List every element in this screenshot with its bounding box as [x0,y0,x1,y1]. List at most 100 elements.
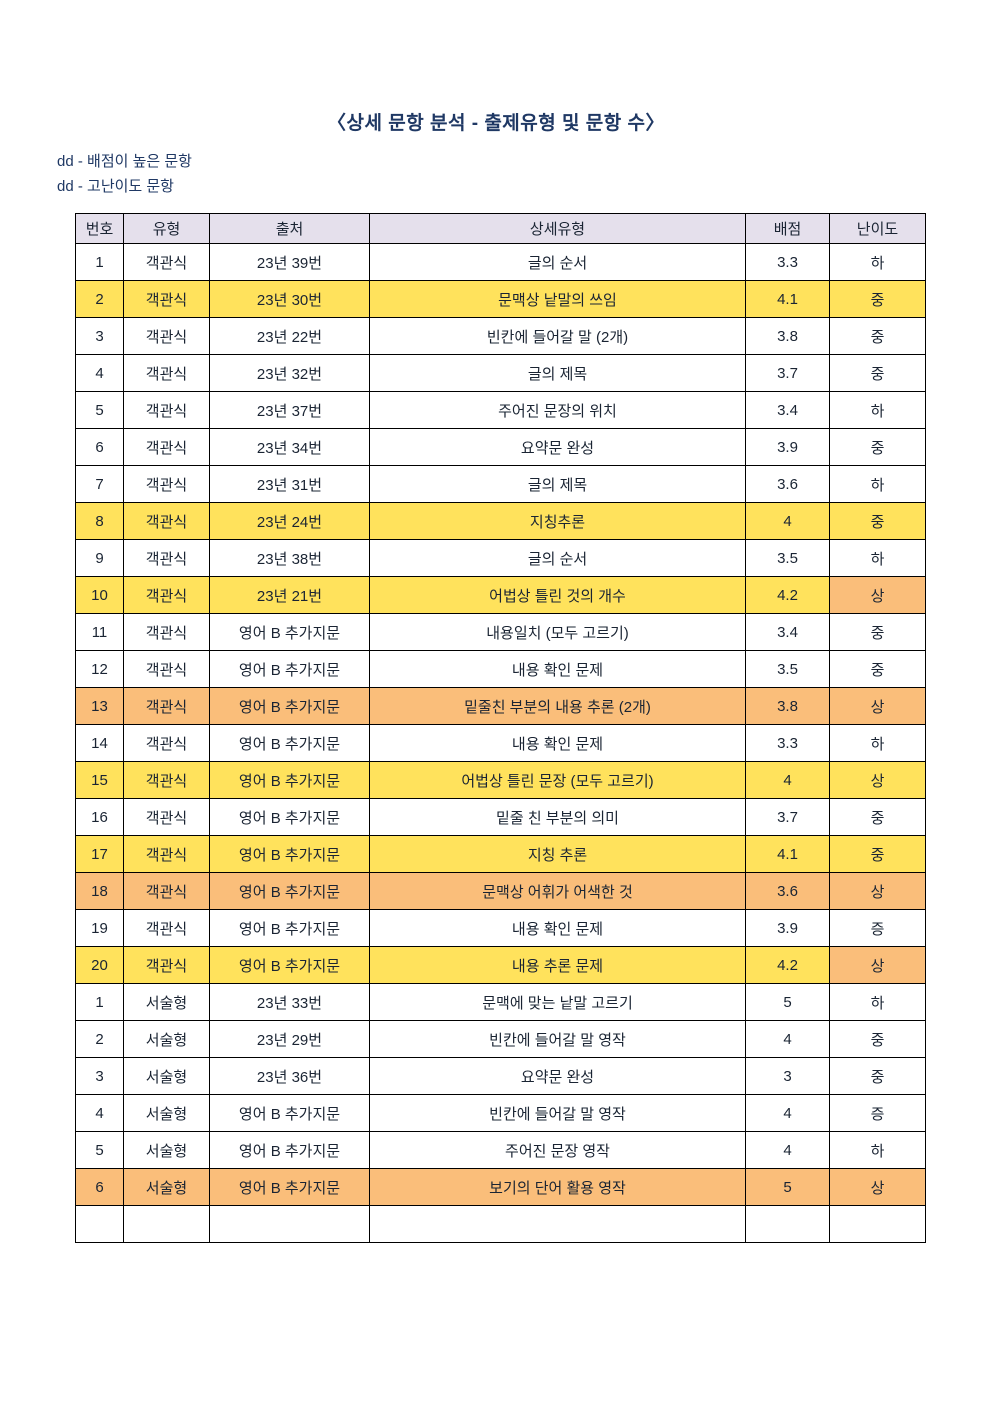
column-header-no: 번호 [75,213,124,244]
cell-source: 영어 B 추가지문 [209,798,370,836]
cell-type: 객관식 [123,465,210,503]
table-row: 15 객관식 영어 B 추가지문 어법상 틀린 문장 (모두 고르기) 4 상 [75,761,926,799]
cell-detail: 문맥상 어휘가 어색한 것 [369,872,746,910]
cell-no [75,1205,124,1243]
cell-points: 4.2 [745,576,830,614]
cell-points: 4 [745,1094,830,1132]
cell-difficulty: 증 [829,909,926,947]
column-header-type: 유형 [123,213,210,244]
cell-detail: 문맥에 맞는 낱말 고르기 [369,983,746,1021]
table-row: 6 객관식 23년 34번 요약문 완성 3.9 중 [75,428,926,466]
cell-detail: 빈칸에 들어갈 말 영작 [369,1094,746,1132]
cell-source: 23년 39번 [209,243,370,281]
cell-no: 5 [75,1131,124,1169]
cell-points [745,1205,830,1243]
cell-detail: 주어진 문장 영작 [369,1131,746,1169]
cell-points: 4 [745,761,830,799]
cell-detail: 글의 제목 [369,465,746,503]
cell-points: 3.7 [745,798,830,836]
cell-source: 23년 21번 [209,576,370,614]
cell-type: 객관식 [123,243,210,281]
cell-no: 4 [75,354,124,392]
cell-difficulty: 하 [829,243,926,281]
table-row: 12 객관식 영어 B 추가지문 내용 확인 문제 3.5 중 [75,650,926,688]
cell-source: 영어 B 추가지문 [209,1131,370,1169]
table-row: 8 객관식 23년 24번 지칭추론 4 중 [75,502,926,540]
cell-detail: 밑줄친 부분의 내용 추론 (2개) [369,687,746,725]
table-row: 4 서술형 영어 B 추가지문 빈칸에 들어갈 말 영작 4 증 [75,1094,926,1132]
cell-detail: 주어진 문장의 위치 [369,391,746,429]
table-row [75,1205,926,1243]
cell-points: 4.1 [745,280,830,318]
legend-high-points: dd - 배점이 높은 문항 [57,153,192,170]
cell-source: 23년 32번 [209,354,370,392]
cell-source: 영어 B 추가지문 [209,650,370,688]
cell-difficulty: 증 [829,1094,926,1132]
cell-difficulty: 하 [829,539,926,577]
cell-no: 3 [75,1057,124,1095]
table-row: 10 객관식 23년 21번 어법상 틀린 것의 개수 4.2 상 [75,576,926,614]
cell-difficulty: 중 [829,354,926,392]
cell-no: 1 [75,243,124,281]
cell-no: 20 [75,946,124,984]
cell-difficulty [829,1205,926,1243]
cell-difficulty: 하 [829,1131,926,1169]
cell-type: 서술형 [123,1020,210,1058]
column-header-difficulty: 난이도 [829,213,926,244]
table-row: 13 객관식 영어 B 추가지문 밑줄친 부분의 내용 추론 (2개) 3.8 상 [75,687,926,725]
cell-no: 1 [75,983,124,1021]
cell-points: 4 [745,502,830,540]
legend-high-difficulty: dd - 고난이도 문항 [57,178,174,195]
table-row: 17 객관식 영어 B 추가지문 지칭 추론 4.1 중 [75,835,926,873]
page-title: 〈상세 문항 분석 - 출제유형 및 문항 수〉 [327,113,665,134]
cell-points: 3.8 [745,687,830,725]
cell-detail: 내용 확인 문제 [369,909,746,947]
cell-type [123,1205,210,1243]
cell-points: 3.9 [745,428,830,466]
cell-source: 영어 B 추가지문 [209,835,370,873]
cell-no: 15 [75,761,124,799]
table-row: 3 객관식 23년 22번 빈칸에 들어갈 말 (2개) 3.8 중 [75,317,926,355]
cell-type: 객관식 [123,909,210,947]
cell-points: 3.8 [745,317,830,355]
cell-detail: 어법상 틀린 문장 (모두 고르기) [369,761,746,799]
cell-type: 객관식 [123,872,210,910]
table-row: 19 객관식 영어 B 추가지문 내용 확인 문제 3.9 증 [75,909,926,947]
cell-type: 객관식 [123,539,210,577]
table-row: 4 객관식 23년 32번 글의 제목 3.7 중 [75,354,926,392]
cell-points: 3 [745,1057,830,1095]
cell-difficulty: 중 [829,1057,926,1095]
cell-type: 객관식 [123,724,210,762]
table-row: 1 서술형 23년 33번 문맥에 맞는 낱말 고르기 5 하 [75,983,926,1021]
cell-detail: 내용일치 (모두 고르기) [369,613,746,651]
cell-points: 3.3 [745,724,830,762]
cell-difficulty: 상 [829,687,926,725]
cell-difficulty: 하 [829,465,926,503]
table-row: 9 객관식 23년 38번 글의 순서 3.5 하 [75,539,926,577]
cell-points: 3.4 [745,391,830,429]
cell-difficulty: 상 [829,872,926,910]
cell-difficulty: 중 [829,798,926,836]
cell-difficulty: 중 [829,428,926,466]
cell-points: 3.4 [745,613,830,651]
cell-points: 4.2 [745,946,830,984]
cell-type: 서술형 [123,1131,210,1169]
cell-detail: 내용 확인 문제 [369,650,746,688]
cell-type: 객관식 [123,428,210,466]
cell-no: 8 [75,502,124,540]
cell-no: 6 [75,1168,124,1206]
cell-difficulty: 상 [829,1168,926,1206]
cell-source: 23년 34번 [209,428,370,466]
cell-detail: 보기의 단어 활용 영작 [369,1168,746,1206]
cell-no: 5 [75,391,124,429]
cell-detail: 빈칸에 들어갈 말 (2개) [369,317,746,355]
table-body: 1 객관식 23년 39번 글의 순서 3.3 하 2 객관식 23년 30번 문맥상 낱말의 쓰… [75,243,926,1243]
cell-type: 객관식 [123,798,210,836]
cell-points: 5 [745,983,830,1021]
cell-difficulty: 중 [829,317,926,355]
table-header-row: 번호 유형 출처 상세유형 배점 난이도 [75,213,926,244]
cell-detail: 요약문 완성 [369,1057,746,1095]
cell-points: 4 [745,1131,830,1169]
table-row: 2 객관식 23년 30번 문맥상 낱말의 쓰임 4.1 중 [75,280,926,318]
cell-type: 객관식 [123,650,210,688]
